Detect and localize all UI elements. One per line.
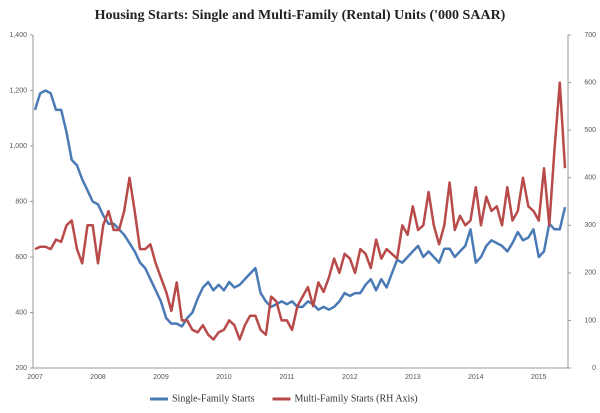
yticks-label: 600 [15,254,27,261]
y2ticks-label: 700 [584,32,596,39]
y2ticks-label: 300 [584,222,596,229]
x-tick-label: 2012 [342,374,358,381]
y2ticks-label: 100 [584,317,596,324]
yticks-label: 200 [15,365,27,372]
yticks-label: 1,200 [9,87,27,94]
x-tick-label: 2007 [27,374,43,381]
legend-label: Single-Family Starts [172,393,255,404]
legend-label: Multi-Family Starts (RH Axis) [295,393,418,404]
y2ticks-label: 500 [584,127,596,134]
y2ticks-label: 400 [584,175,596,182]
yticks-label: 1,000 [9,143,27,150]
series-line [33,89,567,328]
series-line [34,81,567,341]
yticks-label: 800 [15,198,27,205]
yticks-label: 400 [15,309,27,316]
x-tick-label: 2010 [216,374,232,381]
y2ticks-label: 0 [592,365,596,372]
x-tick-label: 2011 [279,374,294,381]
x-tick-label: 2014 [468,374,484,381]
chart-title: Housing Starts: Single and Multi-Family … [95,8,506,23]
yticks-label: 1,400 [9,32,27,39]
x-tick-label: 2008 [90,374,106,381]
x-tick-label: 2015 [531,374,547,381]
y2ticks-label: 600 [584,79,596,86]
x-tick-label: 2009 [153,374,169,381]
y2ticks-label: 200 [584,270,596,277]
x-tick-label: 2013 [405,374,421,381]
